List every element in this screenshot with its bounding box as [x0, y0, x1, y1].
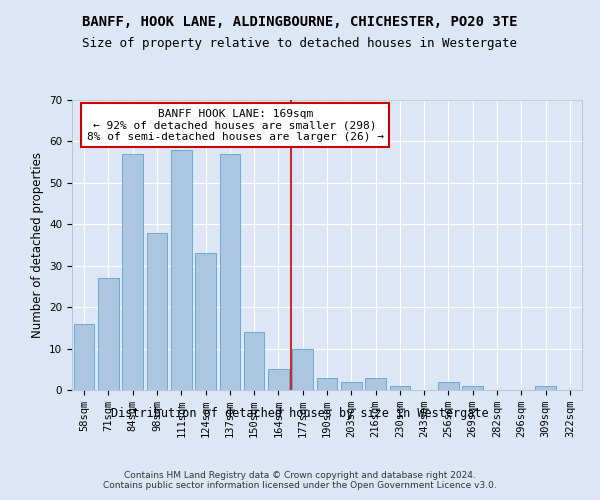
- Bar: [98, 278, 119, 390]
- Bar: [389, 386, 410, 390]
- Y-axis label: Number of detached properties: Number of detached properties: [31, 152, 44, 338]
- Bar: [341, 382, 362, 390]
- Bar: [535, 386, 556, 390]
- Bar: [122, 154, 143, 390]
- Text: Distribution of detached houses by size in Westergate: Distribution of detached houses by size …: [111, 408, 489, 420]
- Text: BANFF, HOOK LANE, ALDINGBOURNE, CHICHESTER, PO20 3TE: BANFF, HOOK LANE, ALDINGBOURNE, CHICHEST…: [82, 15, 518, 29]
- Bar: [146, 232, 167, 390]
- Bar: [268, 370, 289, 390]
- Bar: [317, 378, 337, 390]
- Bar: [171, 150, 191, 390]
- Bar: [195, 254, 216, 390]
- Bar: [220, 154, 240, 390]
- Bar: [244, 332, 265, 390]
- Text: Size of property relative to detached houses in Westergate: Size of property relative to detached ho…: [83, 38, 517, 51]
- Bar: [463, 386, 483, 390]
- Bar: [74, 324, 94, 390]
- Text: Contains HM Land Registry data © Crown copyright and database right 2024.
Contai: Contains HM Land Registry data © Crown c…: [103, 470, 497, 490]
- Bar: [292, 348, 313, 390]
- Text: BANFF HOOK LANE: 169sqm
← 92% of detached houses are smaller (298)
8% of semi-de: BANFF HOOK LANE: 169sqm ← 92% of detache…: [87, 108, 384, 142]
- Bar: [438, 382, 459, 390]
- Bar: [365, 378, 386, 390]
